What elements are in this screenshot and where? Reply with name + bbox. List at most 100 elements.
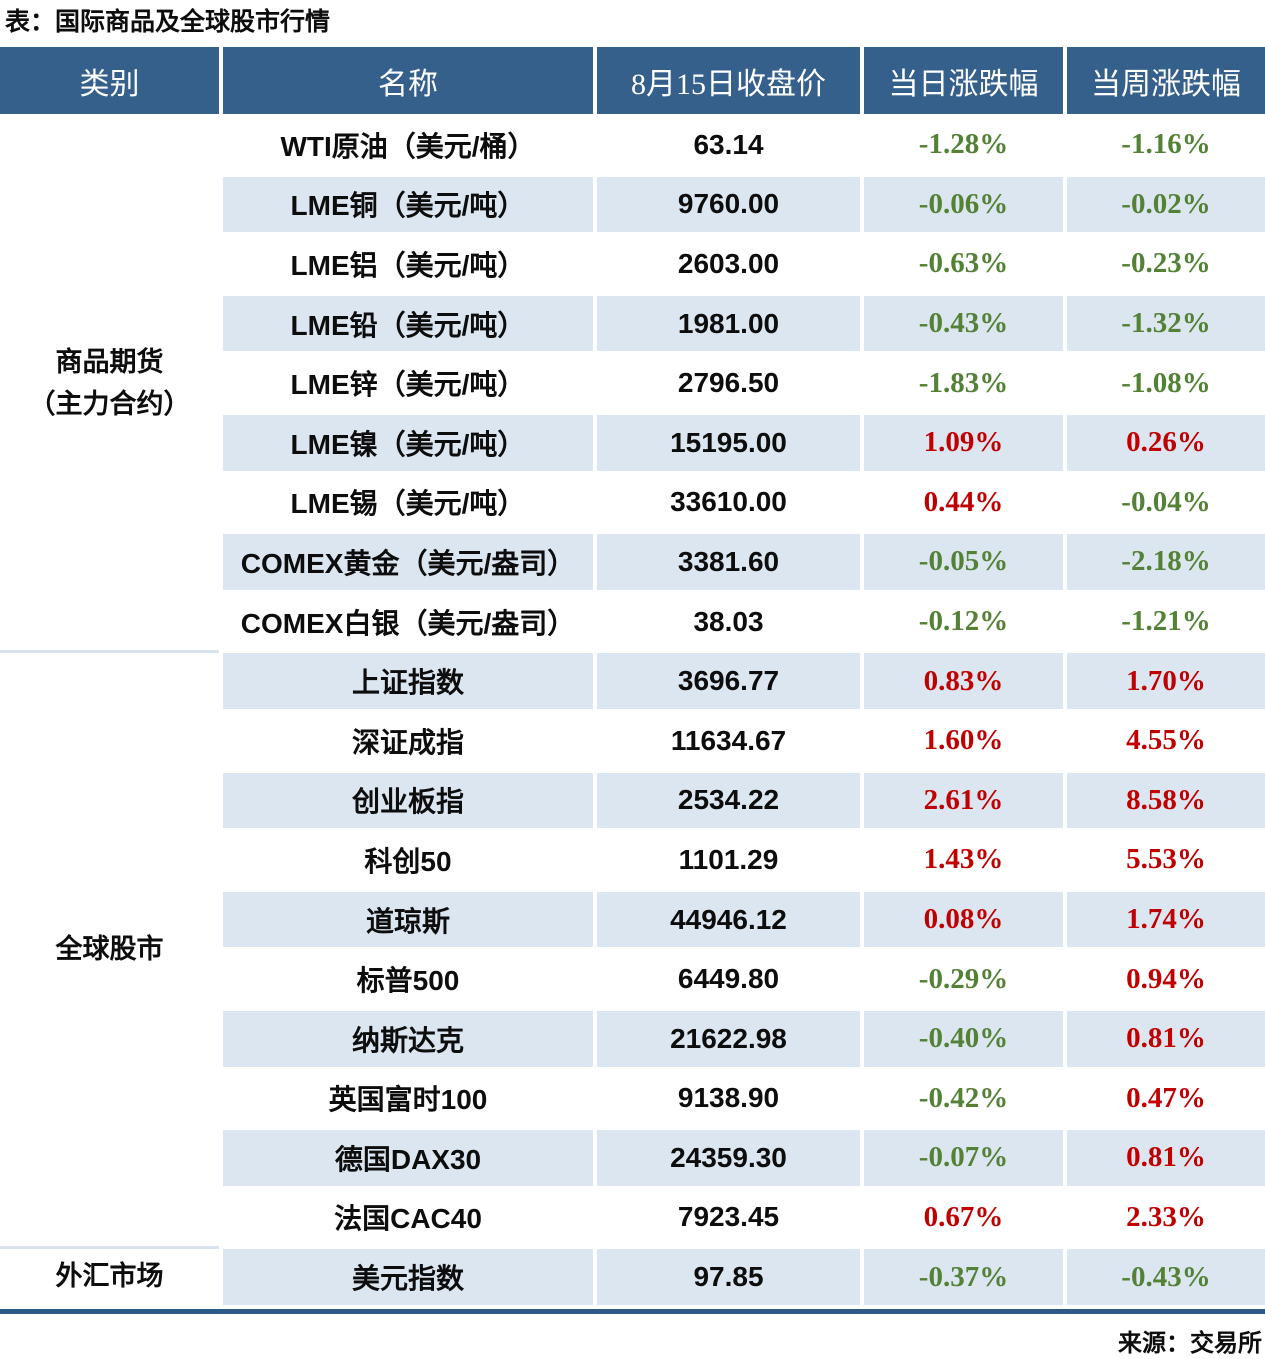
name-cell: 科创50 — [219, 832, 593, 892]
weekly-change-cell: 0.94% — [1063, 951, 1265, 1011]
daily-change-cell: 1.09% — [860, 414, 1063, 475]
name-cell: 德国DAX30 — [219, 1130, 593, 1190]
daily-change-cell: -0.05% — [860, 534, 1063, 594]
daily-change-cell: -0.40% — [860, 1010, 1063, 1071]
weekly-change-cell: -2.18% — [1063, 534, 1265, 594]
column-header-daily-change: 当日涨跌幅 — [860, 47, 1063, 117]
close-price-cell: 24359.30 — [593, 1130, 860, 1190]
daily-change-cell: -0.29% — [860, 951, 1063, 1011]
weekly-change-cell: -0.43% — [1063, 1249, 1265, 1309]
close-price-cell: 2796.50 — [593, 355, 860, 415]
table-row: 道琼斯 44946.12 0.08% 1.74% — [0, 891, 1265, 952]
category-cell: 全球股市 — [0, 653, 219, 1250]
weekly-change-cell: 8.58% — [1063, 772, 1265, 833]
market-table: 类别 名称 8月15日收盘价 当日涨跌幅 当周涨跌幅 商品期货 （主力合约） WT… — [0, 47, 1265, 1309]
daily-change-cell: -0.12% — [860, 593, 1063, 654]
table-row: 法国CAC40 7923.45 0.67% 2.33% — [0, 1189, 1265, 1250]
daily-change-cell: -0.63% — [860, 236, 1063, 296]
name-cell: 纳斯达克 — [219, 1010, 593, 1071]
weekly-change-cell: 0.81% — [1063, 1010, 1265, 1071]
table-row: 德国DAX30 24359.30 -0.07% 0.81% — [0, 1130, 1265, 1190]
close-price-cell: 1101.29 — [593, 832, 860, 892]
table-row: LME镍（美元/吨） 15195.00 1.09% 0.26% — [0, 414, 1265, 475]
close-price-cell: 63.14 — [593, 117, 860, 177]
close-price-cell: 97.85 — [593, 1249, 860, 1309]
close-price-cell: 9138.90 — [593, 1070, 860, 1131]
weekly-change-cell: 2.33% — [1063, 1189, 1265, 1250]
table-row: 外汇市场 美元指数 97.85 -0.37% -0.43% — [0, 1249, 1265, 1309]
name-cell: 法国CAC40 — [219, 1189, 593, 1250]
daily-change-cell: -0.06% — [860, 176, 1063, 237]
column-header-close: 8月15日收盘价 — [593, 47, 860, 117]
weekly-change-cell: -0.23% — [1063, 236, 1265, 296]
name-cell: 标普500 — [219, 951, 593, 1011]
name-cell: LME锌（美元/吨） — [219, 355, 593, 415]
weekly-change-cell: 4.55% — [1063, 712, 1265, 773]
name-cell: LME铜（美元/吨） — [219, 176, 593, 237]
daily-change-cell: -0.07% — [860, 1130, 1063, 1190]
table-row: LME锌（美元/吨） 2796.50 -1.83% -1.08% — [0, 355, 1265, 415]
name-cell: 英国富时100 — [219, 1070, 593, 1131]
table-row: 纳斯达克 21622.98 -0.40% 0.81% — [0, 1010, 1265, 1071]
column-header-category: 类别 — [0, 47, 219, 117]
close-price-cell: 7923.45 — [593, 1189, 860, 1250]
name-cell: 深证成指 — [219, 712, 593, 773]
close-price-cell: 21622.98 — [593, 1010, 860, 1071]
name-cell: LME镍（美元/吨） — [219, 414, 593, 475]
table-row: COMEX黄金（美元/盎司） 3381.60 -0.05% -2.18% — [0, 534, 1265, 594]
daily-change-cell: -0.42% — [860, 1070, 1063, 1131]
weekly-change-cell: 0.26% — [1063, 414, 1265, 475]
column-header-weekly-change: 当周涨跌幅 — [1063, 47, 1265, 117]
daily-change-cell: 0.67% — [860, 1189, 1063, 1250]
close-price-cell: 11634.67 — [593, 712, 860, 773]
weekly-change-cell: 1.74% — [1063, 891, 1265, 952]
weekly-change-cell: 1.70% — [1063, 653, 1265, 713]
weekly-change-cell: 5.53% — [1063, 832, 1265, 892]
daily-change-cell: -1.28% — [860, 117, 1063, 177]
daily-change-cell: -1.83% — [860, 355, 1063, 415]
table-row: LME铜（美元/吨） 9760.00 -0.06% -0.02% — [0, 176, 1265, 237]
weekly-change-cell: 0.81% — [1063, 1130, 1265, 1190]
table-row: COMEX白银（美元/盎司） 38.03 -0.12% -1.21% — [0, 593, 1265, 654]
page-title: 表：国际商品及全球股市行情 — [5, 8, 331, 36]
weekly-change-cell: -1.16% — [1063, 117, 1265, 177]
name-cell: LME锡（美元/吨） — [219, 474, 593, 535]
table-row: 创业板指 2534.22 2.61% 8.58% — [0, 772, 1265, 833]
close-price-cell: 15195.00 — [593, 414, 860, 475]
name-cell: 创业板指 — [219, 772, 593, 833]
table-row: LME铅（美元/吨） 1981.00 -0.43% -1.32% — [0, 295, 1265, 356]
close-price-cell: 38.03 — [593, 593, 860, 654]
weekly-change-cell: -0.04% — [1063, 474, 1265, 535]
name-cell: LME铝（美元/吨） — [219, 236, 593, 296]
name-cell: COMEX黄金（美元/盎司） — [219, 534, 593, 594]
close-price-cell: 1981.00 — [593, 295, 860, 356]
close-price-cell: 33610.00 — [593, 474, 860, 535]
name-cell: 道琼斯 — [219, 891, 593, 952]
weekly-change-cell: -1.08% — [1063, 355, 1265, 415]
category-cell: 外汇市场 — [0, 1249, 219, 1309]
close-price-cell: 2534.22 — [593, 772, 860, 833]
close-price-cell: 3696.77 — [593, 653, 860, 713]
close-price-cell: 44946.12 — [593, 891, 860, 952]
name-cell: WTI原油（美元/桶） — [219, 117, 593, 177]
name-cell: COMEX白银（美元/盎司） — [219, 593, 593, 654]
table-row: LME锡（美元/吨） 33610.00 0.44% -0.04% — [0, 474, 1265, 535]
daily-change-cell: 1.60% — [860, 712, 1063, 773]
daily-change-cell: 0.44% — [860, 474, 1063, 535]
daily-change-cell: -0.43% — [860, 295, 1063, 356]
name-cell: 美元指数 — [219, 1249, 593, 1309]
daily-change-cell: 0.08% — [860, 891, 1063, 952]
category-cell: 商品期货 （主力合约） — [0, 117, 219, 654]
weekly-change-cell: -0.02% — [1063, 176, 1265, 237]
table-row: 深证成指 11634.67 1.60% 4.55% — [0, 712, 1265, 773]
close-price-cell: 3381.60 — [593, 534, 860, 594]
table-row: 标普500 6449.80 -0.29% 0.94% — [0, 951, 1265, 1011]
table-row: 科创50 1101.29 1.43% 5.53% — [0, 832, 1265, 892]
daily-change-cell: 0.83% — [860, 653, 1063, 713]
column-header-name: 名称 — [219, 47, 593, 117]
daily-change-cell: 1.43% — [860, 832, 1063, 892]
daily-change-cell: -0.37% — [860, 1249, 1063, 1309]
name-cell: 上证指数 — [219, 653, 593, 713]
weekly-change-cell: -1.32% — [1063, 295, 1265, 356]
weekly-change-cell: 0.47% — [1063, 1070, 1265, 1131]
